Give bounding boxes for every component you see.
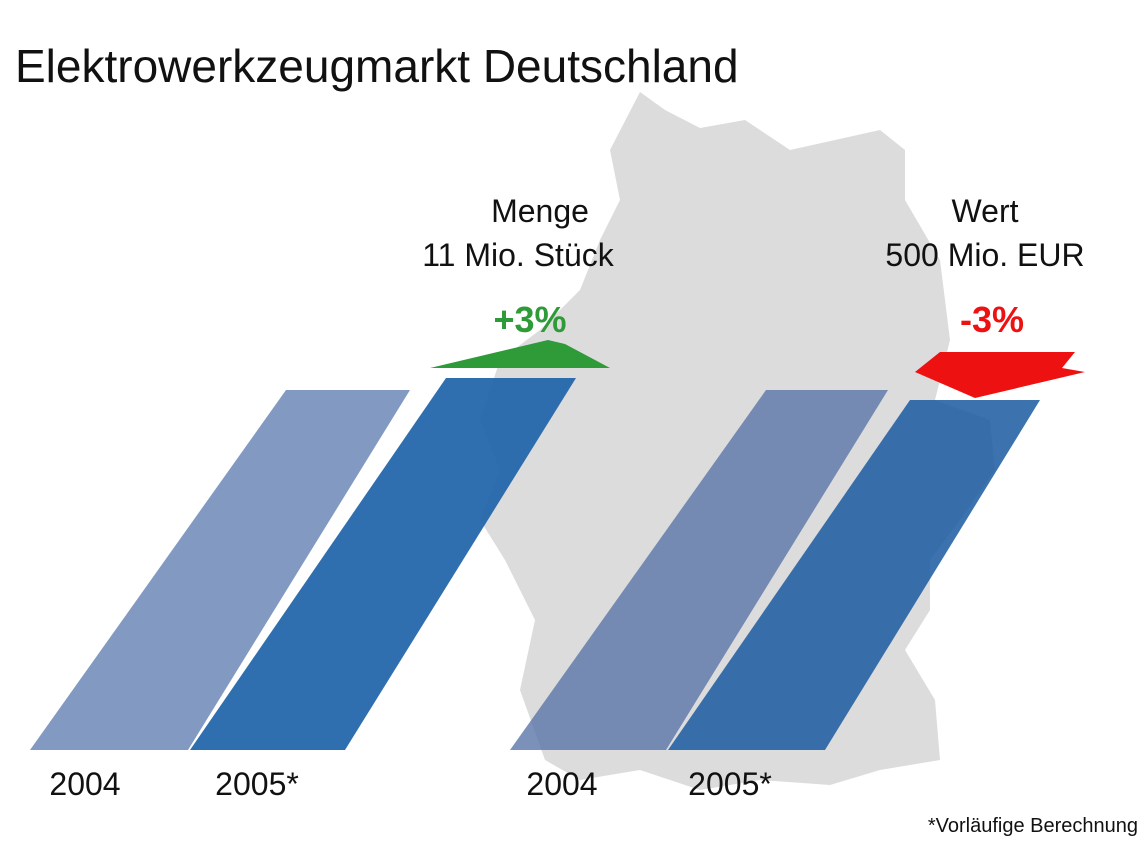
group-amount: 500 Mio. EUR: [885, 237, 1084, 273]
up-arrow: [430, 340, 610, 368]
footnote: *Vorläufige Berechnung: [928, 815, 1138, 837]
year-label: 2005*: [688, 766, 772, 802]
change: +3%: [493, 299, 566, 340]
title: Elektrowerkzeugmarkt Deutschland: [15, 40, 739, 92]
year-label: 2004: [526, 766, 597, 802]
bar-2005: [668, 400, 1040, 750]
year-label: 2005*: [215, 766, 299, 802]
group-label: Wert: [952, 193, 1019, 229]
group-amount: 11 Mio. Stück: [422, 237, 614, 273]
bar-2005: [190, 378, 576, 750]
bar-2004: [30, 390, 410, 750]
group-label: Menge: [491, 193, 589, 229]
year-label: 2004: [49, 766, 120, 802]
bar-2004: [510, 390, 888, 750]
change: -3%: [960, 299, 1024, 340]
down-arrow: [915, 352, 1085, 398]
